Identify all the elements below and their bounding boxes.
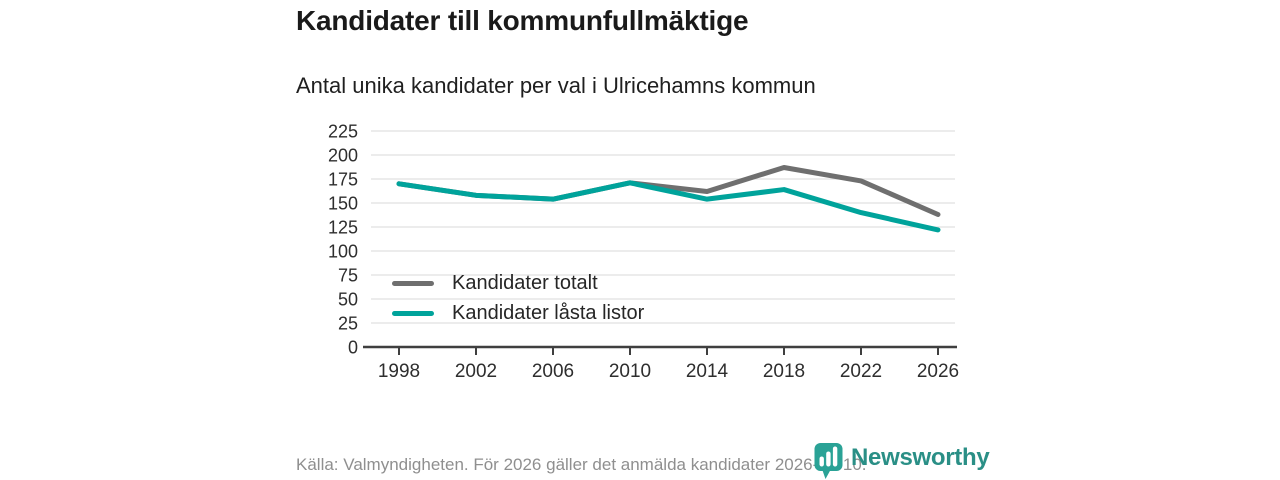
y-tick-label: 25 bbox=[338, 314, 358, 334]
legend-swatch-total bbox=[392, 280, 434, 286]
chart-subtitle: Antal unika kandidater per val i Ulriceh… bbox=[296, 73, 816, 98]
newsworthy-wordmark: Newsworthy bbox=[851, 444, 990, 471]
legend-item-total: Kandidater totalt bbox=[392, 268, 644, 298]
x-tick-label: 2014 bbox=[686, 361, 729, 382]
x-tick-label: 1998 bbox=[378, 361, 420, 382]
y-tick-label: 175 bbox=[328, 170, 358, 190]
newsworthy-logo: Newsworthy bbox=[814, 440, 990, 480]
y-tick-label: 150 bbox=[328, 194, 358, 214]
y-tick-label: 50 bbox=[338, 290, 358, 310]
series-line-locked-lists bbox=[396, 180, 941, 233]
x-tick-label: 2026 bbox=[917, 361, 959, 382]
chart-title: Kandidater till kommunfullmäktige bbox=[296, 5, 749, 36]
x-tick-label: 2022 bbox=[840, 361, 882, 382]
chart-legend: Kandidater totalt Kandidater låsta listo… bbox=[392, 268, 644, 328]
legend-label-locked-lists: Kandidater låsta listor bbox=[452, 301, 645, 324]
y-tick-label: 0 bbox=[348, 338, 358, 358]
x-tick-label: 2010 bbox=[609, 361, 651, 382]
source-note: Källa: Valmyndigheten. För 2026 gäller d… bbox=[296, 455, 867, 474]
legend-item-locked-lists: Kandidater låsta listor bbox=[392, 298, 644, 328]
y-tick-label: 225 bbox=[328, 122, 358, 142]
x-tick-label: 2002 bbox=[455, 361, 497, 382]
bar-chart-pin-icon bbox=[814, 443, 843, 479]
legend-label-total: Kandidater totalt bbox=[452, 271, 598, 294]
x-tick-label: 2018 bbox=[763, 361, 805, 382]
legend-swatch-locked-lists bbox=[392, 310, 434, 316]
y-tick-label: 100 bbox=[328, 242, 358, 262]
y-tick-label: 75 bbox=[338, 266, 358, 286]
x-tick-label: 2006 bbox=[532, 361, 574, 382]
y-tick-label: 200 bbox=[328, 146, 358, 166]
y-tick-label: 125 bbox=[328, 218, 358, 238]
